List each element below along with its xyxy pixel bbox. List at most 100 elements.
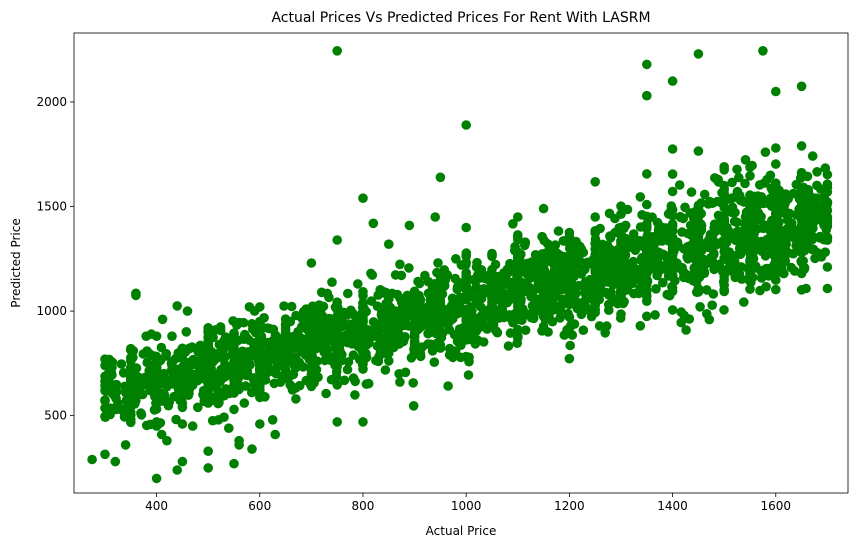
data-point — [415, 348, 426, 359]
data-point — [193, 370, 204, 380]
data-point — [469, 322, 480, 333]
data-point — [404, 220, 415, 231]
data-point — [513, 288, 524, 299]
data-point — [554, 250, 565, 260]
data-point — [802, 171, 813, 182]
data-point — [693, 203, 704, 214]
data-point — [179, 384, 189, 395]
x-axis-label: Actual Price — [426, 524, 497, 538]
data-point — [498, 312, 509, 323]
data-point — [770, 226, 780, 237]
data-point — [513, 332, 523, 343]
data-point — [786, 262, 797, 273]
y-tick-label: 500 — [44, 409, 67, 423]
data-point — [148, 351, 159, 361]
data-point — [667, 286, 678, 297]
data-point — [812, 247, 822, 258]
data-point — [435, 275, 446, 286]
data-point — [452, 284, 463, 295]
data-point — [639, 272, 649, 282]
data-point — [598, 271, 608, 282]
data-point — [674, 180, 685, 190]
data-point — [291, 394, 301, 404]
data-point — [801, 283, 811, 294]
data-point — [291, 352, 301, 363]
data-point — [342, 310, 352, 320]
data-point — [760, 147, 771, 157]
data-point — [310, 316, 321, 326]
data-point — [780, 208, 791, 219]
data-point — [709, 223, 719, 233]
data-point — [548, 294, 558, 304]
data-point — [307, 301, 318, 312]
data-point — [356, 309, 367, 319]
data-point — [657, 236, 667, 246]
data-point — [820, 247, 830, 257]
data-point — [110, 456, 121, 467]
data-point — [384, 329, 394, 340]
data-point — [332, 297, 343, 308]
data-point — [219, 412, 229, 423]
data-point — [193, 402, 203, 413]
data-point — [461, 257, 472, 268]
data-point — [461, 351, 472, 362]
data-point — [590, 249, 600, 260]
data-point — [771, 143, 781, 153]
data-point — [390, 270, 401, 280]
data-point — [745, 269, 755, 279]
data-point — [319, 315, 330, 326]
data-point — [446, 301, 456, 312]
data-point — [151, 391, 162, 402]
data-point — [732, 186, 743, 197]
data-point — [425, 339, 436, 350]
data-point — [771, 86, 781, 97]
data-point — [553, 226, 564, 236]
data-point — [656, 222, 666, 232]
data-point — [177, 398, 188, 408]
data-point — [432, 267, 442, 278]
data-point — [188, 354, 198, 365]
data-point — [444, 343, 455, 354]
data-point — [288, 369, 299, 380]
data-point — [720, 253, 730, 264]
data-point — [821, 224, 832, 235]
data-point — [321, 388, 331, 399]
data-point — [264, 323, 275, 334]
data-point — [126, 367, 136, 377]
data-point — [769, 250, 780, 261]
data-point — [745, 284, 755, 295]
data-point — [513, 296, 524, 306]
data-point — [649, 241, 659, 252]
data-point — [463, 370, 474, 380]
data-point — [522, 269, 532, 279]
data-point — [461, 222, 472, 233]
data-point — [172, 465, 182, 475]
data-point — [291, 383, 301, 393]
data-point — [488, 310, 498, 320]
data-point — [390, 337, 401, 347]
data-point — [269, 378, 280, 389]
data-point — [336, 321, 347, 332]
data-point — [461, 307, 472, 318]
data-point — [605, 231, 615, 241]
data-point — [667, 76, 678, 86]
data-point — [807, 151, 818, 161]
data-point — [487, 294, 497, 305]
data-point — [125, 409, 135, 419]
data-point — [490, 259, 501, 270]
data-point — [167, 356, 178, 367]
data-point — [368, 218, 379, 229]
data-point — [600, 256, 611, 267]
data-point — [616, 209, 626, 219]
data-point — [765, 170, 776, 181]
data-point — [332, 235, 343, 245]
data-point — [167, 331, 177, 342]
data-point — [475, 302, 486, 312]
data-point — [138, 349, 149, 359]
data-point — [503, 341, 514, 351]
data-point — [474, 295, 485, 305]
data-point — [556, 264, 567, 274]
data-point — [367, 329, 378, 340]
data-point — [161, 348, 171, 359]
